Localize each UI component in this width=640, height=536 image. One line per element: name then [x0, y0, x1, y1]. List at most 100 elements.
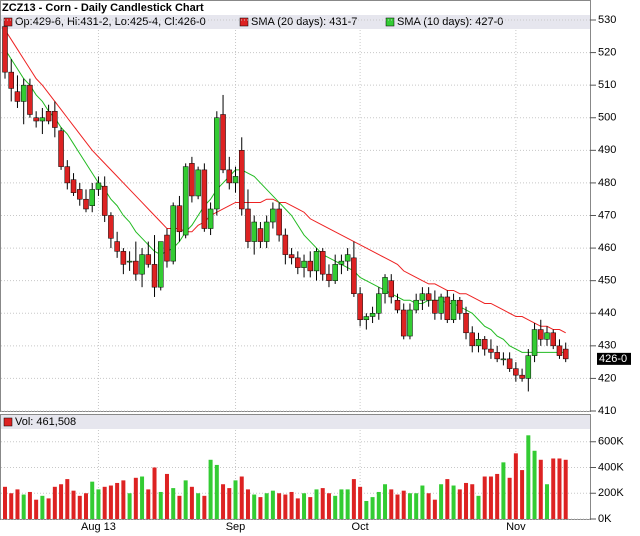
candle-body [494, 352, 500, 360]
volume-bar [171, 488, 176, 519]
y-tick-label: 600K [598, 436, 624, 448]
candle-body [562, 348, 569, 360]
candle-body [220, 114, 226, 171]
volume-bar [476, 495, 481, 519]
candle-body [444, 296, 451, 321]
volume-bar [127, 493, 132, 519]
candle-body [376, 293, 382, 314]
x-tick-label: Nov [506, 521, 526, 533]
candle-body [189, 163, 195, 197]
candle-body [332, 264, 338, 281]
volume-bar [351, 479, 356, 519]
volume-bar [401, 490, 406, 519]
volume-bar [464, 482, 469, 519]
candle-body [394, 299, 401, 311]
volume-bar [345, 489, 350, 519]
volume-bar [389, 489, 394, 519]
candle-body [14, 91, 21, 102]
y-tick-label: 430 [598, 340, 616, 352]
candle-body [158, 241, 164, 288]
volume-bar [121, 480, 126, 519]
candle-body [151, 264, 158, 288]
volume-bar [557, 458, 562, 519]
candle-body [27, 84, 33, 115]
candle-body [544, 332, 550, 340]
legend-swatch [3, 417, 13, 427]
candle-body [538, 329, 544, 340]
volume-bar [526, 435, 531, 519]
candle-body [313, 251, 320, 272]
candle-body [463, 313, 469, 334]
y-tick-label: 510 [598, 79, 616, 91]
volume-bar [495, 473, 500, 519]
candle-body [245, 208, 251, 242]
volume-bar [364, 500, 369, 519]
chart-title: ZCZ13 - Corn - Daily Candlestick Chart [2, 2, 204, 14]
candle-body [488, 348, 494, 353]
candle-body [214, 117, 220, 210]
volume-bar [407, 493, 412, 519]
volume-bar [158, 491, 163, 519]
volume-bar [245, 489, 250, 519]
volume-bar [46, 498, 51, 519]
volume-bar [27, 491, 32, 519]
candle-body [400, 309, 407, 337]
candle-body [176, 205, 183, 233]
volume-bar [395, 494, 400, 519]
candle-body [52, 110, 58, 128]
volume-bar [202, 495, 207, 519]
volume-bar [52, 486, 57, 519]
volume-bar [277, 493, 282, 519]
x-tick-label: Sep [226, 521, 246, 533]
candle-body [2, 26, 8, 73]
volume-bar [239, 476, 244, 519]
volume-bar [108, 485, 113, 519]
volume-bar [326, 493, 331, 519]
legend-swatch [3, 17, 13, 27]
volume-bar [289, 491, 294, 519]
candle-body [481, 339, 488, 350]
candle-body [120, 251, 127, 265]
volume-label: Vol: 461,508 [15, 416, 76, 428]
candle-body [139, 254, 145, 275]
volume-bar [507, 477, 512, 519]
candle-body [506, 358, 513, 369]
volume-bar [302, 493, 307, 519]
volume-bar [40, 495, 45, 519]
candle-body [238, 150, 245, 210]
volume-bar [3, 486, 7, 519]
candle-body [95, 182, 102, 190]
volume-bar [71, 490, 76, 519]
candle-body [425, 293, 432, 301]
last-price-label: 426-0 [599, 353, 627, 365]
legend-entry: SMA (10 days): 427-0 [397, 16, 503, 28]
candle-body [519, 374, 525, 379]
volume-bar [563, 459, 568, 519]
volume-bar [520, 470, 525, 519]
candle-body [344, 254, 351, 262]
candle-body [288, 254, 295, 259]
candle-body [263, 221, 270, 242]
candle-body [500, 358, 507, 361]
volume-bar [164, 473, 169, 519]
y-tick-label: 470 [598, 209, 616, 221]
volume-bar [283, 494, 288, 519]
candle-body [70, 179, 77, 193]
candle-body [77, 189, 83, 200]
candle-body [326, 273, 332, 281]
candle-body [295, 257, 301, 268]
y-tick-label: 490 [598, 144, 616, 156]
y-tick-label: 530 [598, 14, 616, 26]
candle-body [469, 332, 475, 347]
candle-body [33, 117, 39, 122]
candle-body [407, 309, 413, 337]
y-tick-label: 200K [598, 487, 624, 499]
candle-body [475, 339, 482, 347]
candle-body [413, 299, 419, 311]
volume-bar [314, 489, 319, 519]
volume-bar [295, 498, 300, 519]
candle-body [39, 117, 46, 122]
volume-bar [264, 493, 269, 519]
volume-bar [258, 497, 263, 519]
